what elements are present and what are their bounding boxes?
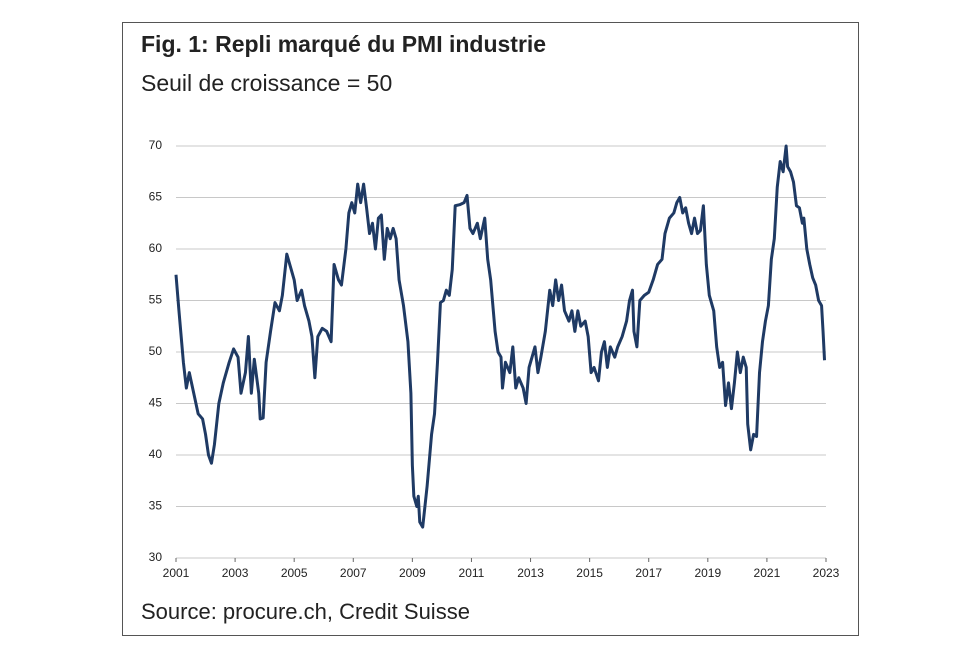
y-tick-label: 60	[149, 241, 163, 255]
x-tick-label: 2007	[340, 566, 367, 580]
x-tick-label: 2019	[694, 566, 721, 580]
y-tick-label: 40	[149, 447, 163, 461]
y-tick-label: 55	[149, 293, 163, 307]
data-line	[174, 144, 827, 529]
source-note: Source: procure.ch, Credit Suisse	[141, 599, 470, 624]
x-tick-label: 2011	[459, 566, 485, 580]
y-tick-label: 70	[149, 138, 163, 152]
chart-subtitle: Seuil de croissance = 50	[141, 70, 392, 96]
x-tick-label: 2023	[813, 566, 840, 580]
x-tick-label: 2001	[163, 566, 190, 580]
x-tick-label: 2015	[576, 566, 603, 580]
y-tick-label: 35	[149, 499, 163, 513]
frame	[122, 22, 859, 636]
x-tick-label: 2017	[635, 566, 662, 580]
x-tick-label: 2013	[517, 566, 544, 580]
chart-title: Fig. 1: Repli marqué du PMI industrie	[141, 31, 546, 57]
x-tick-label: 2005	[281, 566, 308, 580]
y-tick-label: 30	[149, 550, 163, 564]
y-tick-label: 50	[149, 344, 163, 358]
x-tick-label: 2021	[754, 566, 781, 580]
y-tick-label: 45	[149, 396, 163, 410]
y-tick-label: 65	[149, 190, 163, 204]
x-tick-label: 2009	[399, 566, 426, 580]
x-tick-label: 2003	[222, 566, 249, 580]
